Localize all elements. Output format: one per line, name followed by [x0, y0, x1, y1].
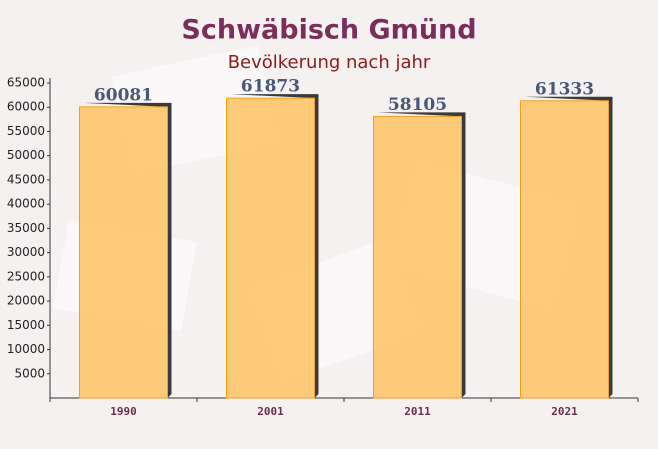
y-tick-label: 15000	[7, 318, 45, 332]
value-label: 60081	[94, 85, 153, 105]
y-tick-label: 5000	[14, 366, 45, 380]
y-tick-label: 55000	[7, 124, 45, 138]
x-tick-label: 1990	[110, 405, 137, 418]
bar	[520, 100, 609, 399]
chart-title: Schwäbisch Gmünd	[181, 15, 476, 46]
y-tick-label: 60000	[7, 100, 45, 114]
bar	[79, 106, 168, 399]
x-tick-label: 2011	[404, 405, 431, 418]
value-label: 61333	[535, 79, 594, 99]
value-label: 58105	[388, 95, 447, 115]
y-tick-label: 45000	[7, 172, 45, 186]
y-tick-label: 40000	[7, 197, 45, 211]
bar	[373, 115, 462, 399]
y-tick-label: 30000	[7, 245, 45, 259]
value-label: 61873	[241, 77, 300, 97]
y-tick-label: 65000	[7, 76, 45, 90]
x-tick-label: 2001	[257, 405, 284, 418]
x-tick-label: 2021	[551, 405, 578, 418]
chart-subtitle: Bevölkerung nach jahr	[228, 52, 431, 73]
y-tick-label: 20000	[7, 294, 45, 308]
y-tick-label: 10000	[7, 342, 45, 356]
y-tick-label: 35000	[7, 221, 45, 235]
y-tick-label: 25000	[7, 269, 45, 283]
bar	[226, 97, 315, 399]
y-tick-label: 50000	[7, 148, 45, 162]
